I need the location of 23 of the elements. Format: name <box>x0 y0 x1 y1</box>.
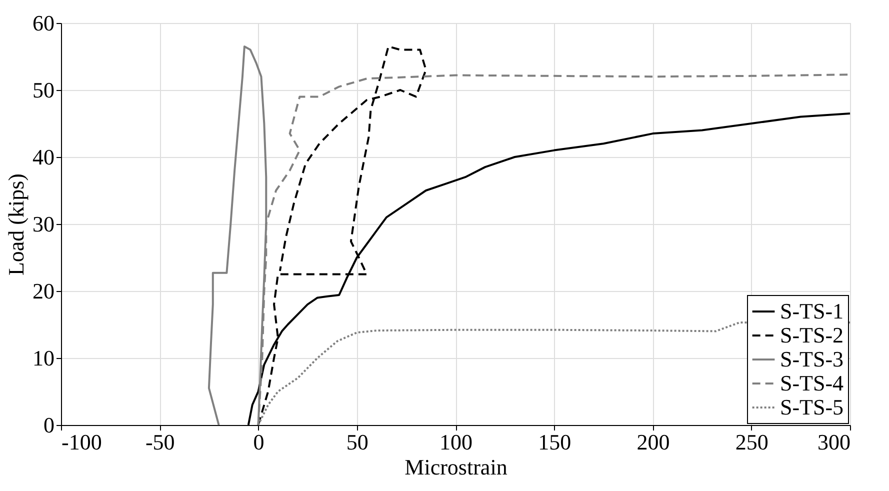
y-axis-title: Load (kips) <box>4 173 28 276</box>
y-tick-label: 20 <box>32 278 54 304</box>
x-tick-label: 100 <box>440 430 472 454</box>
y-tick-label: 30 <box>32 212 54 236</box>
legend-label: S-TS-1 <box>780 298 844 324</box>
legend-label: S-TS-5 <box>780 394 844 420</box>
y-tick-label: 40 <box>32 144 54 170</box>
y-tick-label: 50 <box>32 78 54 102</box>
x-tick-label: -100 <box>62 430 102 454</box>
x-tick-label: 300 <box>818 430 850 454</box>
x-tick-label: 250 <box>735 430 768 454</box>
y-tick-label: 10 <box>32 346 54 370</box>
x-tick-label: 200 <box>636 430 670 454</box>
y-tick-label: 60 <box>32 10 54 36</box>
legend-label: S-TS-4 <box>780 370 844 396</box>
x-tick-label: 0 <box>253 430 264 454</box>
legend-label: S-TS-2 <box>780 322 844 348</box>
legend-label: S-TS-3 <box>780 346 844 372</box>
y-tick-label: 0 <box>44 412 54 438</box>
x-tick-label: -50 <box>145 430 175 454</box>
x-axis-title: Microstrain <box>404 454 508 480</box>
x-tick-label: 150 <box>538 430 572 454</box>
x-tick-label: 50 <box>346 430 368 454</box>
